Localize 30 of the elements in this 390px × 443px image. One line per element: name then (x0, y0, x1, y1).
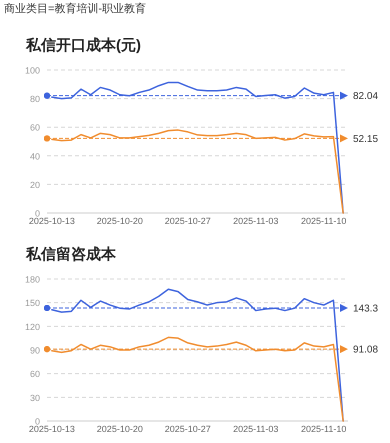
ref-line-label: 82.04 (353, 91, 378, 102)
y-tick-label: 180 (24, 274, 40, 284)
x-tick-label: 2025-10-20 (96, 216, 143, 226)
ref-line-label: 91.08 (353, 344, 378, 356)
ref-line-label: 52.15 (353, 134, 378, 145)
y-tick-label: 100 (24, 66, 40, 76)
y-tick-label: 90 (30, 346, 40, 356)
x-tick-label: 2025-10-27 (164, 424, 211, 434)
y-tick-label: 60 (30, 369, 40, 380)
x-tick-label: 2025-10-20 (96, 424, 143, 434)
y-tick-label: 80 (30, 94, 40, 104)
chart-title: 私信开口成本(元) (25, 37, 141, 54)
y-tick-label: 30 (30, 392, 40, 403)
y-tick-label: 0 (34, 416, 40, 426)
y-tick-label: 0 (34, 208, 40, 218)
chart-title: 私信留咨成本 (25, 246, 117, 263)
x-tick-label: 2025-11-03 (233, 424, 278, 434)
x-tick-label: 2025-11-03 (233, 216, 278, 226)
ref-line-label: 143.3 (353, 303, 378, 314)
x-tick-label: 2025-11-10 (301, 424, 346, 434)
x-tick-label: 2025-10-13 (28, 424, 75, 434)
x-tick-label: 2025-10-13 (28, 216, 75, 226)
y-tick-label: 20 (30, 180, 40, 190)
y-tick-label: 120 (24, 322, 40, 332)
y-tick-label: 60 (30, 122, 40, 133)
text: 商业类目=教育培训-职业教育 (4, 2, 146, 15)
x-tick-label: 2025-11-10 (301, 216, 346, 226)
y-tick-label: 40 (30, 151, 40, 162)
y-tick-label: 150 (24, 298, 40, 308)
x-tick-label: 2025-10-27 (164, 216, 211, 226)
